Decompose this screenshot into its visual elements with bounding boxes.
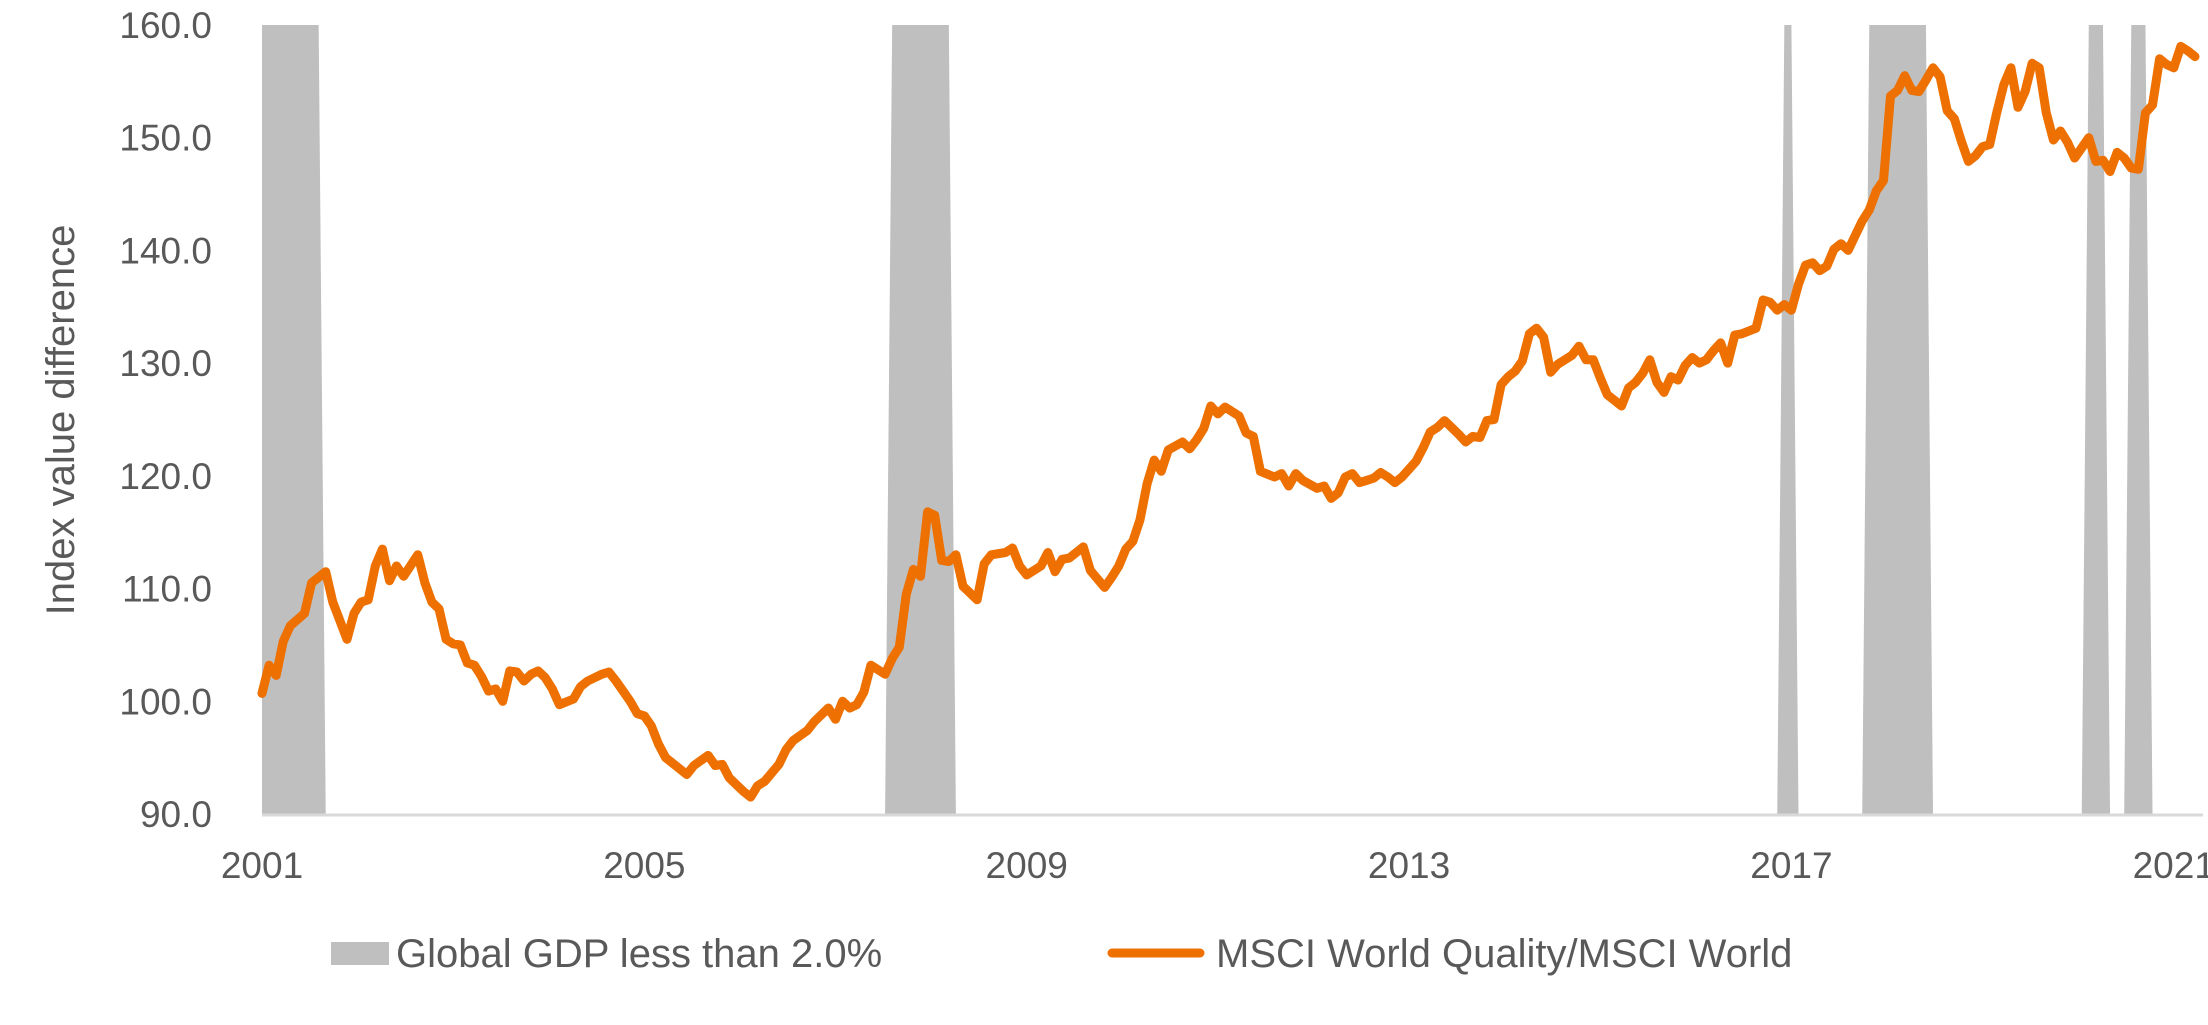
- legend-swatch-gdp-shading: [331, 942, 389, 965]
- x-tick-label: 2001: [221, 845, 303, 886]
- y-tick-label: 90.0: [140, 794, 212, 835]
- x-tick-labels: 2001 2005 2009 2013 2017 2021: [221, 845, 2208, 886]
- y-tick-label: 100.0: [119, 681, 212, 722]
- gdp-shade-period-4: [1862, 25, 1934, 814]
- gdp-shade-period-3: [1777, 25, 1799, 814]
- y-tick-labels: 90.0 100.0 110.0 120.0 130.0 140.0 150.0 160.0: [119, 5, 212, 835]
- y-axis-title: Index value difference: [39, 225, 83, 616]
- gdp-shade-period-1: [262, 25, 326, 814]
- x-tick-label: 2009: [986, 845, 1068, 886]
- legend: Global GDP less than 2.0% MSCI World Qua…: [331, 932, 1792, 976]
- y-tick-label: 120.0: [119, 456, 212, 497]
- y-tick-label: 140.0: [119, 230, 212, 271]
- y-tick-label: 130.0: [119, 343, 212, 384]
- x-tick-label: 2021: [2133, 845, 2208, 886]
- legend-label-line: MSCI World Quality/MSCI World: [1216, 932, 1792, 976]
- series-line-msci-quality-ratio: [257, 41, 2200, 802]
- y-tick-label: 160.0: [119, 5, 212, 46]
- x-tick-label: 2005: [603, 845, 685, 886]
- gdp-shade-period-6: [2124, 25, 2153, 814]
- y-tick-label: 110.0: [122, 569, 212, 610]
- gdp-shade-period-2: [885, 25, 956, 814]
- legend-label-gdp: Global GDP less than 2.0%: [396, 932, 882, 976]
- gdp-shade-period-5: [2081, 25, 2111, 814]
- gdp-shading-layer: [262, 25, 2153, 814]
- y-tick-label: 150.0: [119, 118, 212, 159]
- x-tick-label: 2017: [1750, 845, 1832, 886]
- x-tick-label: 2013: [1368, 845, 1450, 886]
